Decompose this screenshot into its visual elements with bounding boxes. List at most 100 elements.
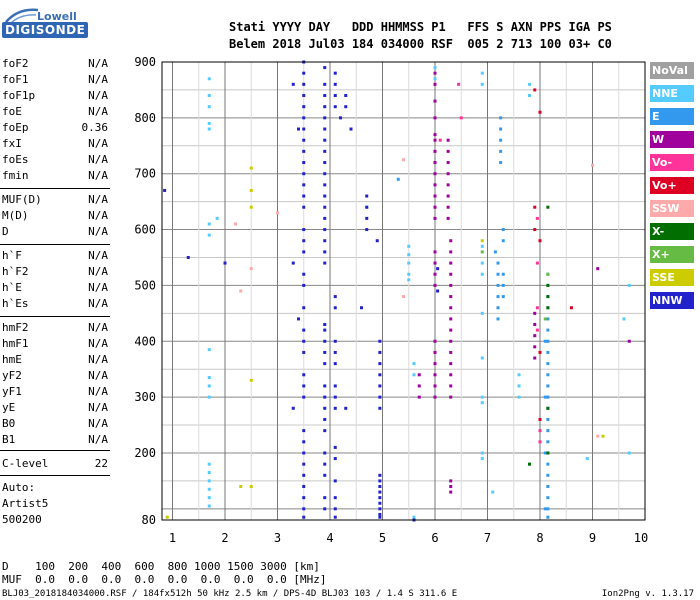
data-point bbox=[378, 473, 382, 477]
data-point bbox=[546, 362, 550, 366]
param-value: N/A bbox=[88, 137, 108, 150]
data-point bbox=[535, 261, 539, 265]
data-point bbox=[480, 457, 484, 461]
data-point bbox=[302, 205, 306, 209]
data-point bbox=[407, 253, 411, 257]
data-point bbox=[433, 161, 437, 165]
data-point bbox=[339, 116, 342, 120]
data-point bbox=[323, 323, 327, 327]
legend-item-ssw: SSW bbox=[650, 200, 694, 217]
legend-item-nnw: NNW bbox=[650, 292, 694, 309]
data-point bbox=[302, 149, 306, 153]
param-value: N/A bbox=[88, 105, 108, 118]
param-row: MUF(D) N/A bbox=[2, 193, 108, 207]
data-point bbox=[302, 283, 306, 287]
data-point bbox=[449, 272, 453, 276]
data-point bbox=[517, 384, 521, 388]
param-row: B1 N/A bbox=[2, 433, 108, 447]
param-label: h`E bbox=[2, 281, 22, 294]
data-point bbox=[543, 317, 547, 321]
data-point bbox=[375, 239, 379, 243]
data-point bbox=[302, 440, 306, 444]
data-point bbox=[207, 471, 211, 475]
data-point bbox=[501, 295, 505, 299]
data-point bbox=[480, 244, 484, 248]
data-point bbox=[302, 105, 306, 109]
data-point bbox=[344, 94, 348, 98]
param-label: foF2 bbox=[2, 57, 29, 70]
data-point bbox=[546, 507, 550, 511]
data-point bbox=[378, 395, 382, 399]
data-point bbox=[333, 507, 337, 511]
data-point bbox=[323, 82, 327, 86]
data-point bbox=[323, 507, 327, 511]
y-tick-label: 400 bbox=[134, 334, 156, 348]
data-point bbox=[378, 362, 382, 366]
data-point bbox=[496, 317, 500, 321]
data-point bbox=[249, 378, 253, 382]
data-point bbox=[412, 515, 416, 519]
data-point bbox=[480, 395, 484, 399]
data-point bbox=[535, 216, 539, 220]
data-point bbox=[546, 440, 550, 444]
data-point bbox=[457, 82, 461, 86]
panel-separator bbox=[0, 244, 110, 245]
param-row: fxI N/A bbox=[2, 137, 108, 151]
data-point bbox=[302, 272, 306, 276]
param-label: h`F bbox=[2, 249, 22, 262]
data-point bbox=[433, 194, 437, 198]
y-tick-labels: 80 200 300 400 500 600 700 800 900 bbox=[134, 55, 156, 527]
auto-scaling-line: Auto: bbox=[2, 481, 108, 495]
data-point bbox=[302, 339, 306, 343]
param-row: foEs N/A bbox=[2, 153, 108, 167]
legend-item-x: X+ bbox=[650, 246, 694, 263]
param-value: N/A bbox=[88, 417, 108, 430]
data-point bbox=[302, 395, 306, 399]
param-row: foF1p N/A bbox=[2, 89, 108, 103]
data-point bbox=[533, 205, 537, 209]
data-point bbox=[533, 323, 537, 327]
data-point bbox=[433, 183, 437, 187]
data-point bbox=[570, 306, 573, 310]
data-point bbox=[302, 228, 306, 232]
data-point bbox=[407, 272, 411, 276]
data-point bbox=[323, 362, 327, 366]
x-tick-label: 7 bbox=[484, 531, 491, 545]
param-value: N/A bbox=[88, 193, 108, 206]
data-point bbox=[302, 71, 306, 75]
data-point bbox=[186, 255, 190, 259]
footer-file-info: BLJ03_2018184034000.RSF / 184fx512h 50 k… bbox=[2, 589, 458, 599]
data-point bbox=[323, 261, 327, 265]
data-point bbox=[407, 261, 411, 265]
data-point bbox=[323, 228, 327, 232]
data-point bbox=[302, 127, 306, 131]
param-label: B0 bbox=[2, 417, 16, 430]
data-point bbox=[496, 306, 500, 310]
x-tick-label: 8 bbox=[536, 531, 543, 545]
data-point bbox=[533, 88, 537, 92]
data-point bbox=[436, 267, 440, 271]
param-value: N/A bbox=[88, 225, 108, 238]
data-point bbox=[412, 373, 416, 377]
param-value: N/A bbox=[88, 169, 108, 182]
data-point bbox=[446, 172, 450, 176]
data-point bbox=[333, 339, 337, 343]
data-point bbox=[480, 261, 484, 265]
param-row: hmE N/A bbox=[2, 353, 108, 367]
data-point bbox=[585, 457, 589, 461]
y-tick-label: 600 bbox=[134, 223, 156, 237]
data-point bbox=[535, 328, 539, 332]
data-point bbox=[533, 311, 537, 315]
chart-grid bbox=[162, 62, 646, 520]
data-point bbox=[417, 384, 421, 388]
data-point bbox=[323, 127, 327, 131]
param-row: foF1 N/A bbox=[2, 73, 108, 87]
data-point bbox=[493, 250, 497, 254]
data-point bbox=[433, 283, 437, 287]
data-point bbox=[546, 272, 550, 276]
data-point bbox=[333, 94, 337, 98]
data-point bbox=[249, 205, 253, 209]
param-row: h`Es N/A bbox=[2, 297, 108, 311]
data-point bbox=[546, 295, 550, 299]
data-point bbox=[546, 283, 550, 287]
